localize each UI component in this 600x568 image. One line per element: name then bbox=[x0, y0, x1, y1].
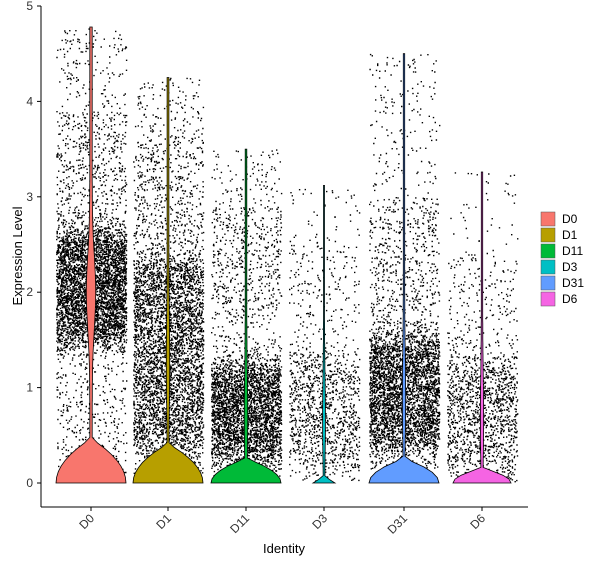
violin-D3 bbox=[311, 185, 337, 484]
x-tick-label-D31: D31 bbox=[385, 511, 411, 537]
y-axis-title: Expression Level bbox=[10, 206, 25, 305]
points-path-D3 bbox=[289, 188, 361, 483]
violin-D0 bbox=[55, 26, 127, 484]
legend-key-D11 bbox=[540, 243, 556, 259]
legend-key-D6 bbox=[540, 291, 556, 307]
y-tick-label-2: 2 bbox=[26, 285, 33, 299]
violins bbox=[55, 26, 512, 484]
points-D3 bbox=[289, 188, 361, 483]
legend: D0 D1 D11 D3 D31 D6 bbox=[540, 211, 584, 307]
legend-label-D31: D31 bbox=[562, 276, 584, 290]
legend-key-D1 bbox=[540, 227, 556, 243]
y-tick-label-5: 5 bbox=[26, 0, 33, 13]
legend-label-D3: D3 bbox=[562, 260, 578, 274]
points-path-D6 bbox=[447, 172, 519, 483]
x-tick-label-D11: D11 bbox=[227, 511, 252, 536]
y-tick-label-4: 4 bbox=[26, 94, 33, 108]
violin-D11 bbox=[210, 148, 282, 484]
x-axis-title: Identity bbox=[263, 541, 305, 556]
jitter-points bbox=[56, 28, 519, 483]
violin-D1 bbox=[132, 77, 204, 484]
x-tick-label-D0: D0 bbox=[76, 511, 97, 532]
points-path-D31 bbox=[369, 53, 441, 483]
points-D1 bbox=[133, 77, 205, 483]
points-D6 bbox=[447, 172, 519, 483]
y-tick-label-0: 0 bbox=[26, 476, 33, 490]
y-tick-label-1: 1 bbox=[26, 381, 33, 395]
legend-key-D0 bbox=[540, 211, 556, 227]
violin-D6 bbox=[452, 171, 512, 484]
legend-label-D6: D6 bbox=[562, 292, 578, 306]
legend-label-D0: D0 bbox=[562, 212, 578, 226]
x-tick-label-D1: D1 bbox=[153, 511, 174, 532]
legend-label-D1: D1 bbox=[562, 228, 578, 242]
x-tick-label-D6: D6 bbox=[467, 511, 488, 532]
y-tick-label-3: 3 bbox=[26, 190, 33, 204]
x-tick-label-D3: D3 bbox=[309, 511, 330, 532]
violin-D31 bbox=[368, 53, 440, 484]
points-path-D1 bbox=[133, 77, 205, 483]
legend-key-D3 bbox=[540, 259, 556, 275]
legend-key-D31 bbox=[540, 275, 556, 291]
legend-label-D11: D11 bbox=[562, 244, 583, 258]
points-D31 bbox=[369, 53, 441, 483]
